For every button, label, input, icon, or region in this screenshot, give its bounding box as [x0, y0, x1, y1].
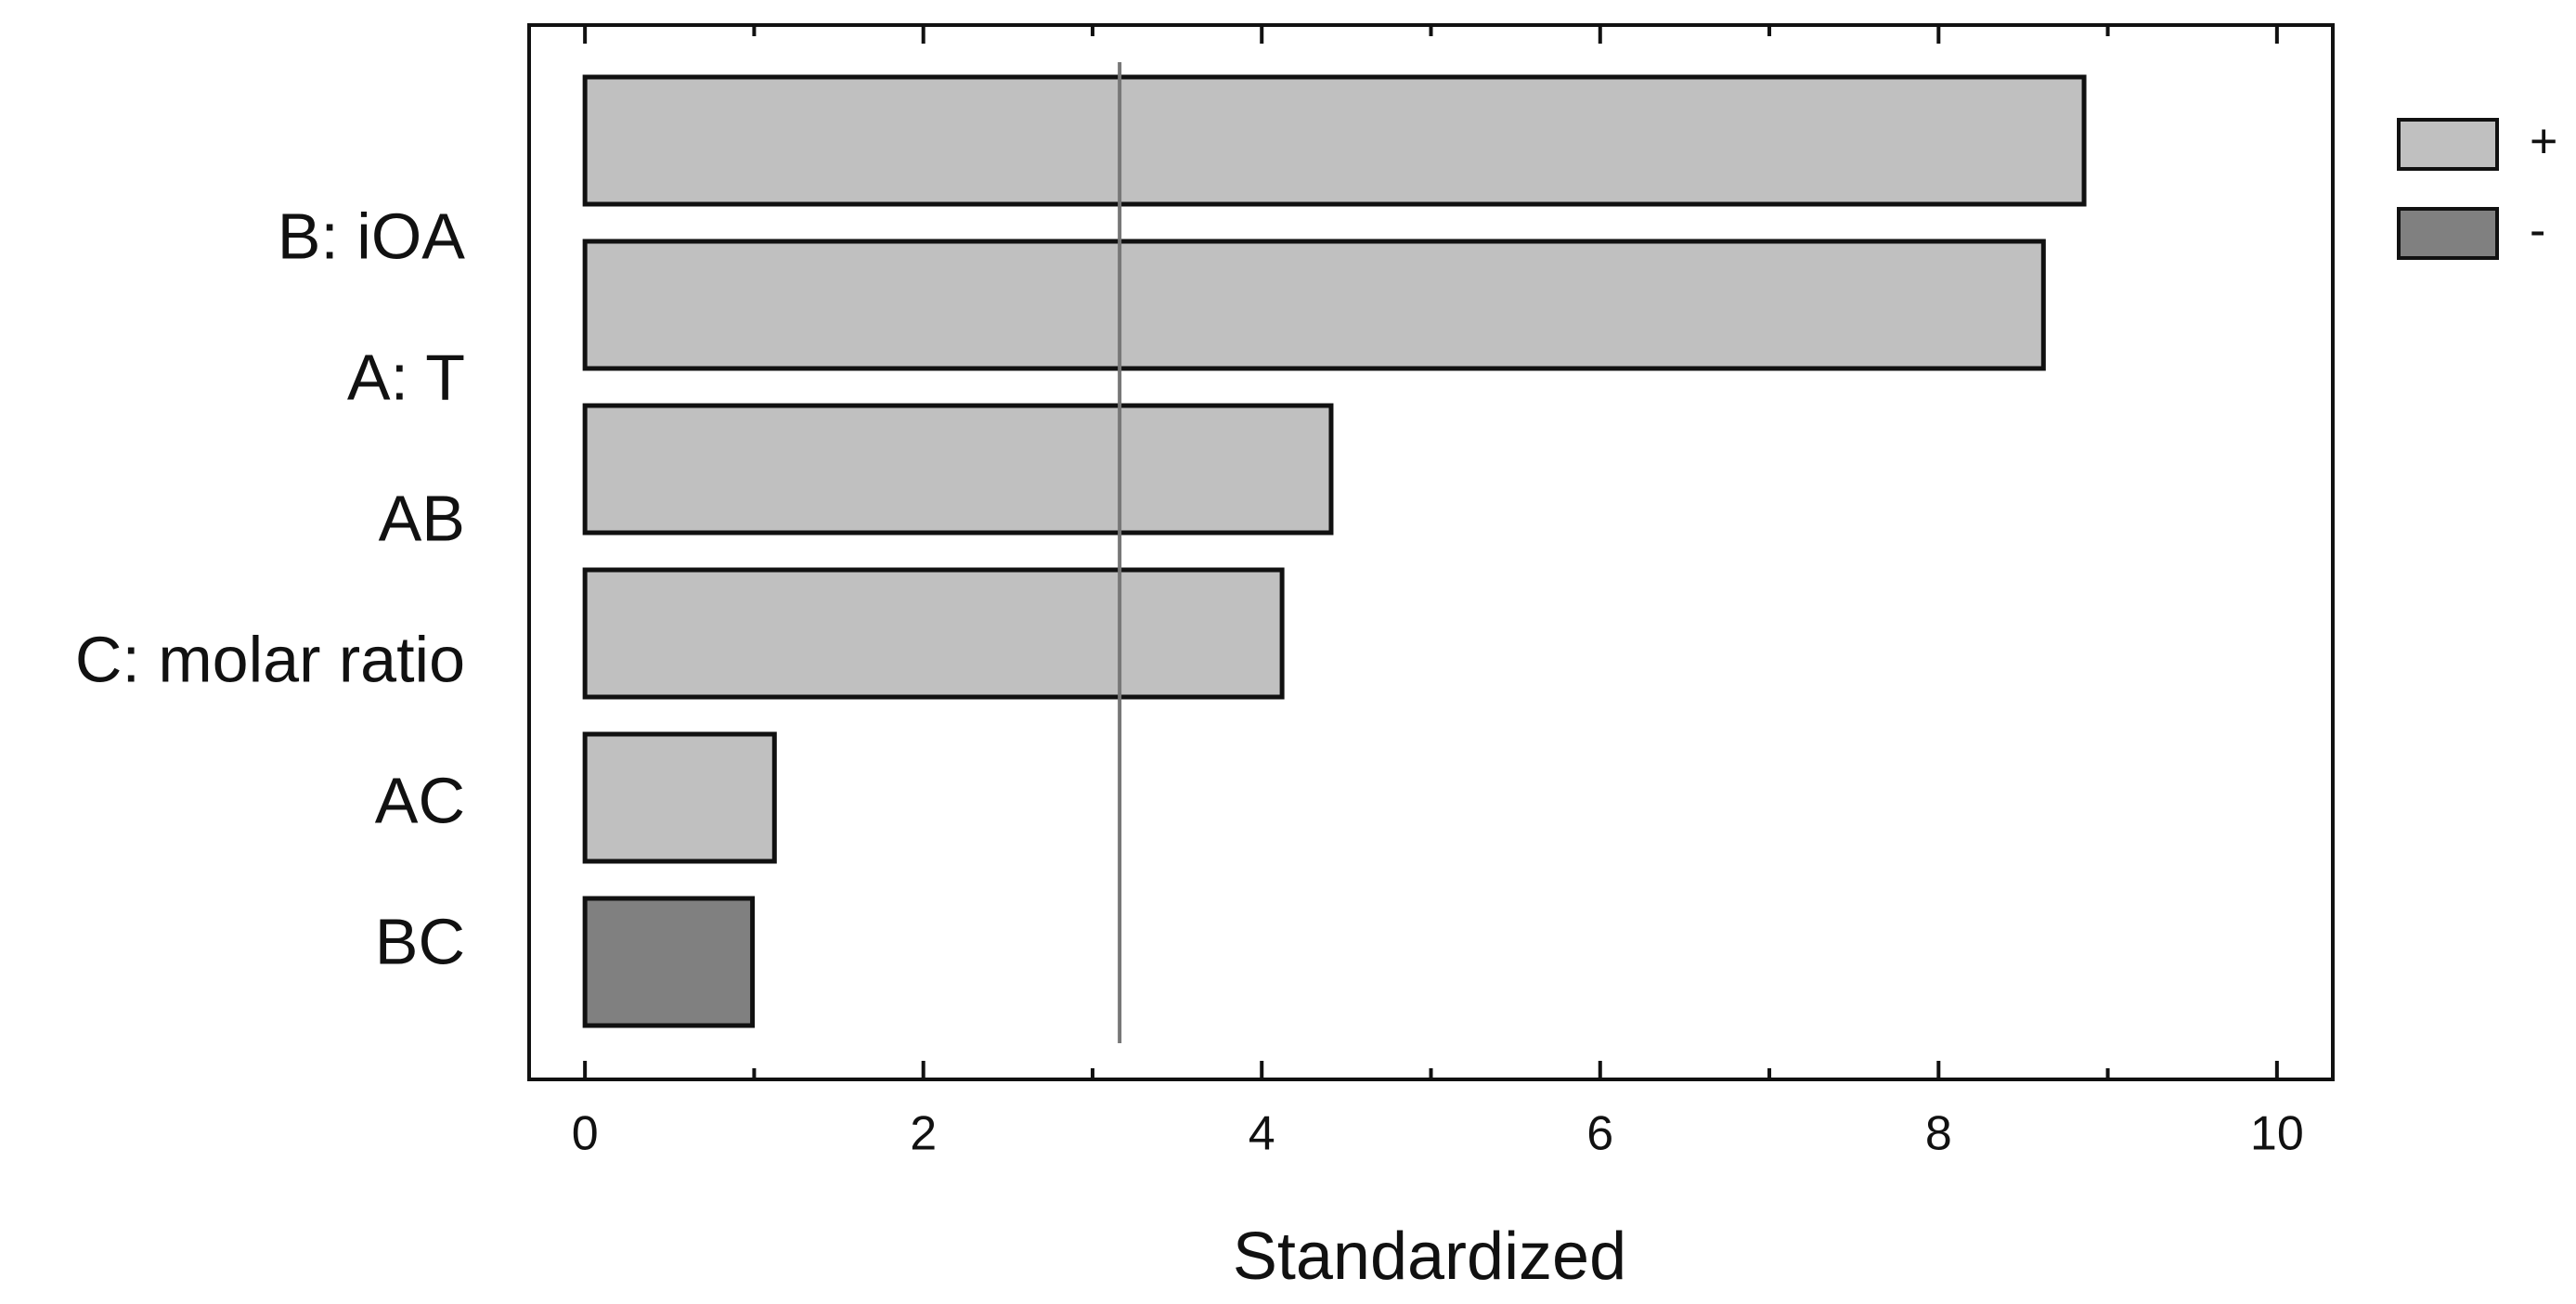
y-tick-label: AB — [379, 482, 465, 554]
bar — [582, 239, 2046, 371]
legend-label: - — [2530, 204, 2545, 258]
y-tick-label: BC — [375, 905, 465, 977]
legend-label: + — [2530, 115, 2557, 169]
x-tick-label: 8 — [1925, 1107, 1952, 1161]
bar — [582, 403, 1334, 536]
bar — [582, 731, 777, 864]
y-tick-label: B: iOA — [278, 200, 466, 272]
bar — [582, 74, 2087, 207]
legend-swatch — [2397, 118, 2499, 171]
x-tick-label: 2 — [910, 1107, 937, 1161]
x-tick-label: 0 — [572, 1107, 599, 1161]
y-tick-label: A: T — [347, 341, 465, 413]
x-tick-label: 4 — [1249, 1107, 1275, 1161]
x-axis-label: Standardized — [1233, 1220, 1626, 1294]
bar — [582, 567, 1285, 700]
bar — [582, 896, 756, 1028]
x-tick-label: 6 — [1586, 1107, 1613, 1161]
y-tick-label: AC — [375, 764, 465, 836]
y-tick-label: C: molar ratio — [75, 623, 465, 695]
legend-swatch — [2397, 207, 2499, 260]
x-tick-label: 10 — [2250, 1107, 2304, 1161]
